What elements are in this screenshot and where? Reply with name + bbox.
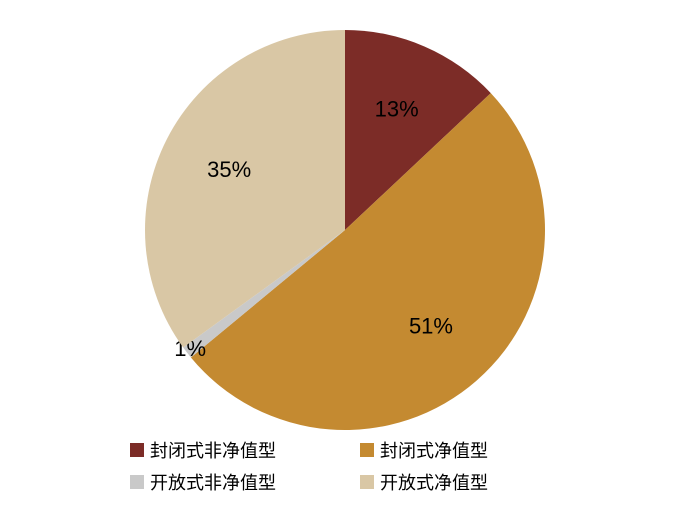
legend-item: 封闭式净值型 [360,437,590,463]
legend-swatch [130,443,144,457]
pie-slice-label: 35% [207,157,251,182]
legend-item: 开放式非净值型 [130,469,360,495]
legend-label: 封闭式净值型 [380,437,488,463]
legend-label: 开放式净值型 [380,469,488,495]
legend-swatch [360,443,374,457]
legend-swatch [130,475,144,489]
legend-label: 封闭式非净值型 [150,437,276,463]
legend-item: 开放式净值型 [360,469,590,495]
legend-item: 封闭式非净值型 [130,437,360,463]
pie-slice-label: 51% [409,313,453,338]
legend-swatch [360,475,374,489]
legend: 封闭式非净值型 封闭式净值型 开放式非净值型 开放式净值型 [0,437,700,501]
pie-slice-label: 13% [375,97,419,122]
legend-label: 开放式非净值型 [150,469,276,495]
pie-chart-container: 13%51%1%35% 封闭式非净值型 封闭式净值型 开放式非净值型 开放式净值… [0,0,700,519]
